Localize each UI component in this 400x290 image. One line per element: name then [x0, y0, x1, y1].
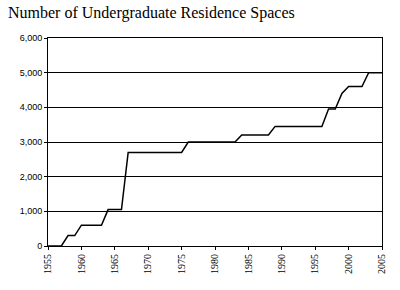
svg-text:1980: 1980	[209, 254, 220, 274]
svg-text:1990: 1990	[276, 254, 287, 274]
svg-text:1,000: 1,000	[20, 206, 43, 216]
svg-text:1970: 1970	[142, 254, 153, 274]
svg-text:2,000: 2,000	[20, 172, 43, 182]
svg-text:2000: 2000	[343, 254, 354, 274]
svg-text:1975: 1975	[176, 254, 187, 274]
svg-text:1995: 1995	[309, 254, 320, 274]
svg-text:5,000: 5,000	[20, 68, 43, 78]
svg-text:6,000: 6,000	[20, 33, 43, 43]
svg-text:3,000: 3,000	[20, 137, 43, 147]
svg-text:2005: 2005	[376, 254, 387, 274]
svg-text:Number of Undergraduate Reside: Number of Undergraduate Residence Spaces	[8, 4, 295, 22]
svg-text:1955: 1955	[42, 254, 53, 274]
svg-text:0: 0	[37, 241, 42, 251]
svg-text:4,000: 4,000	[20, 102, 43, 112]
svg-text:1985: 1985	[243, 254, 254, 274]
svg-text:1960: 1960	[76, 254, 87, 274]
svg-text:1965: 1965	[109, 254, 120, 274]
